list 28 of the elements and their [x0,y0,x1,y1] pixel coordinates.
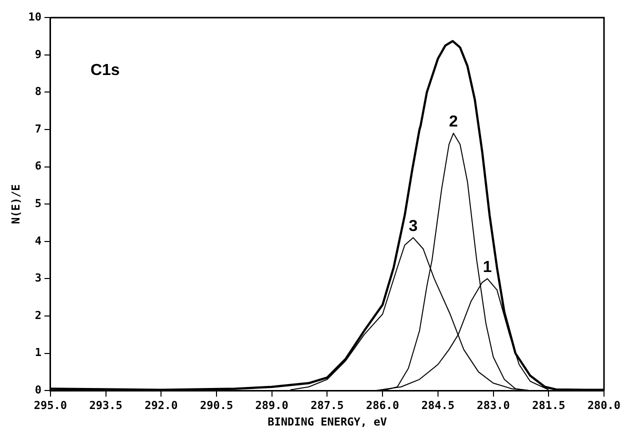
y-tick-label: 7 [34,122,42,136]
annotation: 1 [482,259,492,276]
y-tick-label: 10 [28,10,42,24]
y-tick-label: 8 [34,85,42,98]
annotation: C1s [90,62,120,80]
y-tick-label: 5 [34,196,42,210]
x-tick-label: 287.5 [310,399,344,412]
y-tick-label: 0 [34,383,42,396]
y-tick-label: 6 [34,160,42,173]
annotation: 2 [448,114,458,131]
y-tick-label: 4 [34,234,42,248]
x-tick-label: 289.0 [255,399,288,412]
x-tick-label: 286.0 [366,399,400,412]
x-tick-label: 281.5 [532,399,566,412]
x-tick-label: 280.0 [587,399,621,412]
y-tick-label: 1 [34,346,42,360]
y-tick-label: 3 [34,272,42,285]
x-tick-label: 293.5 [89,399,122,412]
x-tick-label: 284.5 [421,399,454,412]
x-tick-label: 283.0 [476,399,510,412]
y-axis-title: N(E)/E [9,184,22,224]
y-tick-label: 2 [34,308,42,322]
x-tick-label: 292.0 [144,399,178,412]
x-axis-title: BINDING ENERGY, eV [268,415,388,428]
y-tick-label: 9 [34,48,42,61]
x-tick-label: 295.0 [34,399,68,412]
x-tick-label: 290.5 [200,399,234,412]
annotation: 3 [408,218,418,236]
